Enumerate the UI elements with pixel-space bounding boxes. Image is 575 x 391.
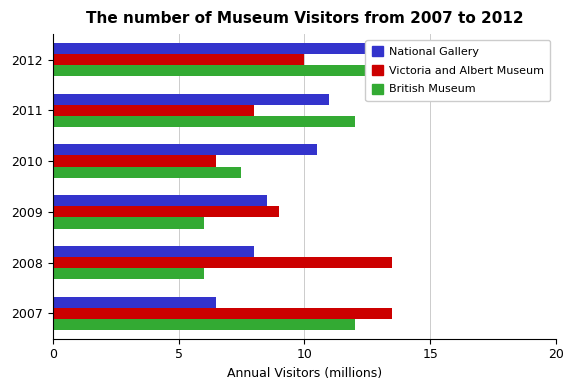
Bar bbox=[53, 116, 355, 127]
Title: The number of Museum Visitors from 2007 to 2012: The number of Museum Visitors from 2007 … bbox=[86, 11, 523, 26]
Bar bbox=[53, 54, 304, 65]
X-axis label: Annual Visitors (millions): Annual Visitors (millions) bbox=[227, 367, 382, 380]
Bar bbox=[53, 43, 443, 54]
Bar bbox=[53, 246, 254, 257]
Bar bbox=[53, 268, 204, 279]
Bar bbox=[53, 257, 392, 268]
Bar bbox=[53, 308, 392, 319]
Bar bbox=[53, 144, 317, 156]
Bar bbox=[53, 217, 204, 228]
Bar bbox=[53, 167, 241, 178]
Bar bbox=[53, 195, 267, 206]
Bar bbox=[53, 93, 329, 105]
Bar bbox=[53, 296, 216, 308]
Bar bbox=[53, 319, 355, 330]
Bar bbox=[53, 65, 405, 76]
Bar bbox=[53, 206, 279, 217]
Bar bbox=[53, 105, 254, 116]
Legend: National Gallery, Victoria and Albert Museum, British Museum: National Gallery, Victoria and Albert Mu… bbox=[365, 40, 550, 101]
Bar bbox=[53, 156, 216, 167]
